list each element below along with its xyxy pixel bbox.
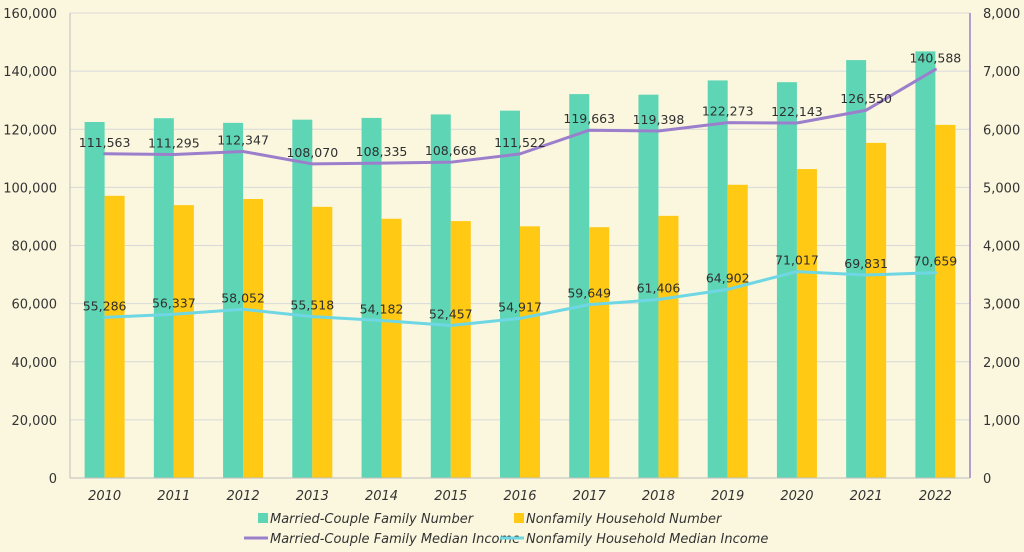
- right-axis-tick-label: 8,000: [983, 7, 1020, 22]
- x-axis-tick-label: 2016: [503, 489, 536, 504]
- married-couple-income-label: 108,668: [425, 143, 477, 158]
- married-couple-number-bar: [361, 117, 382, 479]
- left-axis-tick-label: 40,000: [12, 356, 58, 371]
- married-couple-income-label: 108,070: [286, 145, 338, 160]
- nonfamily-number-bar: [381, 218, 402, 478]
- married-couple-income-label: 119,663: [563, 111, 615, 126]
- nonfamily-number-bar: [450, 221, 471, 478]
- nonfamily-income-label: 56,337: [152, 295, 196, 310]
- nonfamily-income-label: 61,406: [637, 281, 681, 296]
- legend-swatch: [514, 513, 524, 523]
- right-axis-tick-label: 5,000: [983, 181, 1020, 196]
- line-series: 111,563 111,295 112,347 108,070 108,335 108,6…: [79, 50, 962, 328]
- nonfamily-number-bar: [173, 205, 194, 478]
- left-axis-tick-label: 140,000: [3, 65, 57, 80]
- right-axis-tick-label: 6,000: [983, 123, 1020, 138]
- married-couple-number-bar: [569, 94, 590, 478]
- left-axis-tick-label: 0: [49, 472, 57, 487]
- nonfamily-number-bar: [589, 227, 610, 478]
- left-axis-tick-label: 80,000: [12, 240, 58, 255]
- married-couple-income-label: 126,550: [840, 91, 892, 106]
- married-couple-number-bar: [638, 94, 659, 479]
- nonfamily-number-bar: [104, 195, 125, 478]
- nonfamily-number-bar: [727, 184, 748, 478]
- x-axis-tick-label: 2015: [434, 489, 467, 504]
- x-axis-tick-label: 2020: [780, 489, 813, 504]
- legend-label: Nonfamily Household Median Income: [526, 532, 768, 547]
- nonfamily-income-label: 64,902: [706, 270, 750, 285]
- legend-label: Married-Couple Family Median Income: [270, 532, 520, 547]
- left-axis-tick-label: 20,000: [12, 414, 58, 429]
- nonfamily-income-label: 59,649: [567, 286, 611, 301]
- x-axis-tick-label: 2021: [850, 489, 883, 504]
- nonfamily-number-bar: [243, 199, 264, 478]
- nonfamily-number-bar: [312, 206, 333, 479]
- married-couple-income-label: 112,347: [217, 132, 269, 147]
- right-axis-tick-label: 0: [983, 472, 991, 487]
- left-axis-tick-label: 60,000: [12, 298, 58, 313]
- left-axis-tick-label: 160,000: [3, 7, 57, 22]
- married-couple-number-bar: [84, 121, 105, 478]
- married-couple-number-bar: [500, 110, 520, 479]
- left-axis-tick-label: 100,000: [3, 181, 57, 196]
- legend-label: Married-Couple Family Number: [270, 512, 475, 527]
- legend: Married-Couple Family Number Nonfamily Ho…: [244, 512, 768, 547]
- x-axis-tick-label: 2022: [919, 489, 952, 504]
- married-couple-income-label: 111,295: [148, 136, 200, 151]
- legend-label: Nonfamily Household Number: [526, 512, 723, 527]
- x-axis-tick-label: 2012: [227, 489, 260, 504]
- x-axis-tick-label: 2010: [88, 489, 121, 504]
- nonfamily-number-bar: [658, 215, 679, 478]
- nonfamily-income-label: 54,182: [360, 302, 404, 317]
- nonfamily-income-line: [103, 270, 937, 328]
- left-axis-tick-label: 120,000: [3, 123, 57, 138]
- married-couple-number-bar: [292, 119, 313, 479]
- nonfamily-income-label: 58,052: [221, 290, 265, 305]
- married-couple-income-label: 111,522: [494, 135, 546, 150]
- nonfamily-income-label: 52,457: [429, 307, 473, 322]
- right-axis-tick-label: 4,000: [983, 240, 1020, 255]
- nonfamily-number-bar: [520, 226, 540, 478]
- right-axis-tick-label: 1,000: [983, 414, 1020, 429]
- married-couple-number-bar: [707, 80, 728, 479]
- x-axis-tick-label: 2018: [642, 489, 675, 504]
- right-axis-tick-label: 3,000: [983, 298, 1020, 313]
- nonfamily-income-label: 55,518: [290, 298, 334, 313]
- married-couple-number-bar: [776, 82, 797, 478]
- married-couple-income-label: 122,143: [771, 104, 823, 119]
- nonfamily-income-label: 55,286: [83, 298, 127, 313]
- married-couple-income-label: 119,398: [633, 112, 685, 127]
- legend-swatch: [258, 513, 268, 523]
- married-couple-income-label: 122,273: [702, 104, 754, 119]
- married-couple-number-bar: [430, 114, 451, 478]
- axes: 0 0 20,000 1,000 40,000 2,000 60,000 3,000 80,00…: [3, 7, 1020, 504]
- nonfamily-income-label: 69,831: [844, 256, 888, 271]
- nonfamily-income-label: 71,017: [775, 253, 819, 268]
- married-couple-income-label: 140,588: [910, 50, 962, 65]
- x-axis-tick-label: 2017: [573, 489, 607, 504]
- married-couple-income-label: 108,335: [356, 144, 408, 159]
- nonfamily-number-bar: [935, 124, 956, 478]
- nonfamily-income-label: 70,659: [914, 254, 958, 269]
- x-axis-tick-label: 2019: [711, 489, 744, 504]
- married-couple-income-line: [103, 67, 937, 166]
- married-couple-number-bar: [915, 51, 936, 479]
- nonfamily-number-bar: [866, 142, 887, 479]
- x-axis-tick-label: 2011: [157, 489, 190, 504]
- x-axis-tick-label: 2013: [296, 489, 329, 504]
- nonfamily-number-bar: [796, 169, 817, 479]
- married-couple-number-bar: [223, 122, 244, 478]
- right-axis-tick-label: 2,000: [983, 356, 1020, 371]
- bar-series: [84, 51, 956, 479]
- married-couple-income-label: 111,563: [79, 135, 131, 150]
- nonfamily-income-label: 54,917: [498, 299, 542, 314]
- married-couple-number-bar: [153, 118, 174, 479]
- right-axis-tick-label: 7,000: [983, 65, 1020, 80]
- married-couple-number-bar: [846, 60, 867, 479]
- x-axis-tick-label: 2014: [365, 489, 398, 504]
